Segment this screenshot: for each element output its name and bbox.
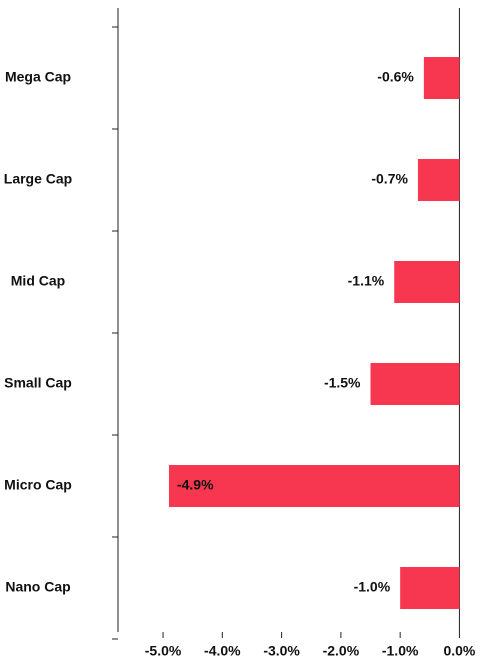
bar — [400, 567, 460, 609]
x-tick-label: -4.0% — [204, 643, 241, 659]
y-tick-label: Micro Cap — [4, 477, 72, 493]
x-tick-label: -3.0% — [263, 643, 300, 659]
bar — [168, 465, 460, 507]
y-tick-label: Mid Cap — [11, 273, 65, 289]
y-tick-label: Large Cap — [4, 171, 72, 187]
value-label: -0.6% — [377, 69, 414, 85]
value-label: -0.7% — [371, 171, 408, 187]
value-label: -1.1% — [348, 273, 385, 289]
value-label: -4.9% — [177, 477, 214, 493]
y-tick-label: Small Cap — [4, 375, 72, 391]
x-tick-label: -5.0% — [145, 643, 182, 659]
bar — [394, 261, 460, 303]
x-tick-label: 0.0% — [443, 643, 475, 659]
y-tick-label: Nano Cap — [5, 579, 70, 595]
bar — [370, 363, 460, 405]
value-label: -1.0% — [354, 579, 391, 595]
bar — [417, 159, 460, 201]
x-tick-label: -1.0% — [382, 643, 419, 659]
bar — [423, 57, 460, 99]
value-label: -1.5% — [324, 375, 361, 391]
y-tick-label: Mega Cap — [5, 69, 71, 85]
x-tick-label: -2.0% — [323, 643, 360, 659]
